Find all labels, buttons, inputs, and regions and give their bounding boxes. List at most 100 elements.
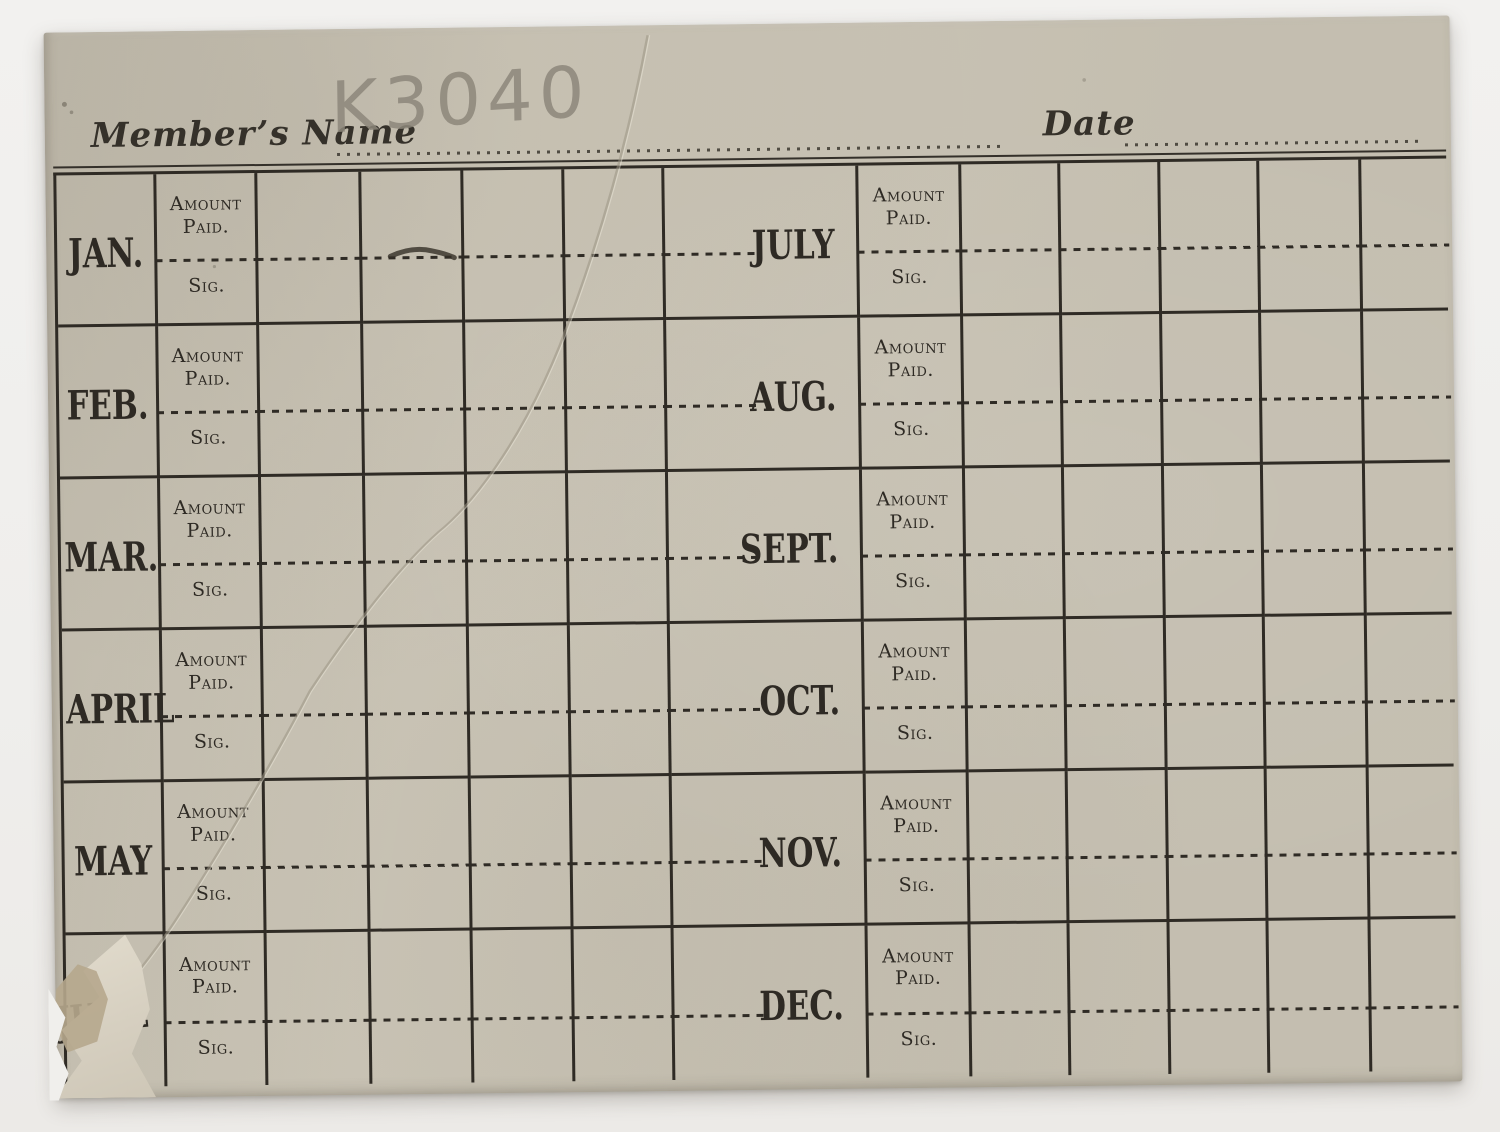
amount-paid-cell: Amount Paid. Sig. xyxy=(866,924,973,1078)
dashed-line xyxy=(471,1015,574,1021)
dashed-line xyxy=(256,256,362,261)
month-cell-nov: NOV. xyxy=(670,773,868,928)
dashed-line xyxy=(1166,853,1267,858)
entry-cell xyxy=(1061,313,1164,468)
dashed-line xyxy=(1168,1007,1269,1012)
month-label: JULY xyxy=(751,219,835,269)
amount-paid-cell: Amount Paid. Sig. xyxy=(862,620,969,774)
dashed-line xyxy=(462,254,565,259)
amount-paid-label: Amount Paid. xyxy=(173,496,246,542)
month-label: SEPT. xyxy=(739,523,839,573)
sig-label: Sig. xyxy=(894,570,932,593)
entry-cell xyxy=(467,625,572,779)
amount-paid-cell: Amount Paid. Sig. xyxy=(857,164,964,318)
sig-label: Sig. xyxy=(898,874,936,897)
dashed-line xyxy=(967,856,1068,861)
entry-cell xyxy=(462,169,567,323)
dashed-line xyxy=(572,1014,674,1019)
month-label: APRIL xyxy=(65,683,175,733)
dashed-line xyxy=(164,1019,267,1024)
entry-cell xyxy=(1066,769,1170,924)
entry-cell xyxy=(1059,161,1163,316)
dashed-line xyxy=(866,1011,971,1016)
entry-cell xyxy=(466,473,570,627)
entry-cell xyxy=(1159,160,1262,314)
entry-cell xyxy=(362,322,467,476)
sig-label: Sig. xyxy=(891,266,929,289)
month-label: DEC. xyxy=(759,981,845,1030)
dashed-line xyxy=(1365,699,1455,704)
dashed-line xyxy=(1059,246,1161,252)
amount-paid-label: Amount Paid. xyxy=(874,335,947,382)
amount-paid-label: Amount Paid. xyxy=(175,648,248,694)
dashed-line xyxy=(263,864,369,869)
dashed-line xyxy=(1258,244,1362,249)
amount-paid-cell: Amount Paid. Sig. xyxy=(860,468,967,622)
dashed-line xyxy=(1068,1008,1170,1013)
entry-cell xyxy=(369,930,475,1084)
entry-cell xyxy=(265,931,373,1085)
month-cell-sept: SEPT. xyxy=(666,469,864,625)
amount-paid-label: Amount Paid. xyxy=(178,952,251,999)
month-label: NOV. xyxy=(758,827,843,877)
entry-cell xyxy=(565,320,668,474)
dashed-line xyxy=(360,255,464,260)
sig-label: Sig. xyxy=(188,274,226,298)
entry-cell xyxy=(570,776,674,930)
month-cell-july: JULY xyxy=(663,165,861,321)
amount-paid-cell: Amount Paid. Sig. xyxy=(164,932,269,1087)
dashed-line xyxy=(568,708,670,714)
entry-cell xyxy=(1062,465,1166,620)
dashed-line xyxy=(570,860,672,866)
amount-paid-label: Amount Paid. xyxy=(880,791,952,838)
dashed-line xyxy=(1159,245,1260,250)
entry-cell xyxy=(1267,919,1373,1073)
dashed-line xyxy=(155,257,258,263)
dashed-line xyxy=(1260,396,1364,401)
month-cell-dec: DEC. xyxy=(672,925,870,1080)
amount-paid-label: Amount Paid. xyxy=(878,639,951,686)
dashed-line xyxy=(1263,700,1367,705)
sig-label: Sig. xyxy=(190,426,227,450)
entry-cell xyxy=(1367,766,1457,920)
entry-cell xyxy=(1261,463,1367,617)
entry-cell xyxy=(967,771,1070,925)
dashed-line xyxy=(860,553,966,558)
month-cell-oct: OCT. xyxy=(668,621,866,777)
dashed-line xyxy=(1064,702,1166,708)
dashed-line xyxy=(1369,1005,1459,1010)
dashed-line xyxy=(962,400,1063,405)
dashed-line xyxy=(1062,550,1164,556)
entry-cell xyxy=(1164,616,1267,770)
entry-cell xyxy=(471,929,576,1083)
month-label: AUG. xyxy=(749,371,837,421)
dashed-line xyxy=(563,252,665,258)
dashed-line xyxy=(362,407,466,412)
entry-cell xyxy=(1064,617,1168,772)
dashed-line xyxy=(1164,701,1265,706)
dashed-line xyxy=(467,710,570,715)
entry-cell xyxy=(962,315,1064,469)
dashed-line xyxy=(157,409,260,415)
month-cell-feb: FEB. xyxy=(58,326,160,480)
dashed-line xyxy=(1261,548,1365,553)
sig-label: Sig. xyxy=(195,882,233,906)
dashed-line xyxy=(1066,854,1168,860)
entry-cell xyxy=(1258,159,1364,313)
dashed-line xyxy=(862,705,967,710)
dashed-line xyxy=(1265,852,1369,857)
month-label: JAN. xyxy=(67,228,144,277)
entry-cell xyxy=(1369,918,1459,1071)
entry-cell xyxy=(1168,920,1271,1074)
entry-cell xyxy=(1365,614,1455,768)
amount-paid-cell: Amount Paid. Sig. xyxy=(864,772,971,926)
dashed-line xyxy=(364,559,468,564)
dashed-line xyxy=(265,1018,371,1023)
dashed-line xyxy=(1360,243,1450,248)
entry-cell xyxy=(464,321,568,475)
sig-label: Sig. xyxy=(900,1028,938,1051)
month-label: OCT. xyxy=(759,675,841,725)
dashed-line xyxy=(466,558,569,563)
amount-paid-cell: Amount Paid. Sig. xyxy=(157,325,261,479)
month-cell-may: MAY xyxy=(63,782,166,936)
